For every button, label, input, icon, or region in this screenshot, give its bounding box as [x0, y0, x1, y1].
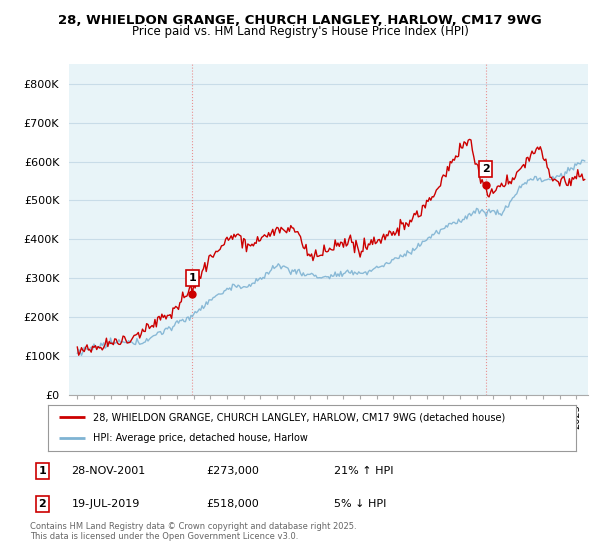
Text: HPI: Average price, detached house, Harlow: HPI: Average price, detached house, Harl… — [93, 433, 308, 444]
Text: 5% ↓ HPI: 5% ↓ HPI — [334, 499, 386, 509]
Text: £273,000: £273,000 — [206, 466, 260, 476]
Text: 1: 1 — [38, 466, 46, 476]
Text: Contains HM Land Registry data © Crown copyright and database right 2025.
This d: Contains HM Land Registry data © Crown c… — [30, 522, 356, 542]
Text: 19-JUL-2019: 19-JUL-2019 — [71, 499, 140, 509]
Text: 28, WHIELDON GRANGE, CHURCH LANGLEY, HARLOW, CM17 9WG (detached house): 28, WHIELDON GRANGE, CHURCH LANGLEY, HAR… — [93, 412, 505, 422]
Text: 1: 1 — [188, 273, 196, 283]
Text: £518,000: £518,000 — [206, 499, 259, 509]
Text: 28, WHIELDON GRANGE, CHURCH LANGLEY, HARLOW, CM17 9WG: 28, WHIELDON GRANGE, CHURCH LANGLEY, HAR… — [58, 14, 542, 27]
Text: 2: 2 — [38, 499, 46, 509]
Text: Price paid vs. HM Land Registry's House Price Index (HPI): Price paid vs. HM Land Registry's House … — [131, 25, 469, 38]
Text: 28-NOV-2001: 28-NOV-2001 — [71, 466, 146, 476]
Text: 21% ↑ HPI: 21% ↑ HPI — [334, 466, 393, 476]
Text: 2: 2 — [482, 164, 490, 174]
